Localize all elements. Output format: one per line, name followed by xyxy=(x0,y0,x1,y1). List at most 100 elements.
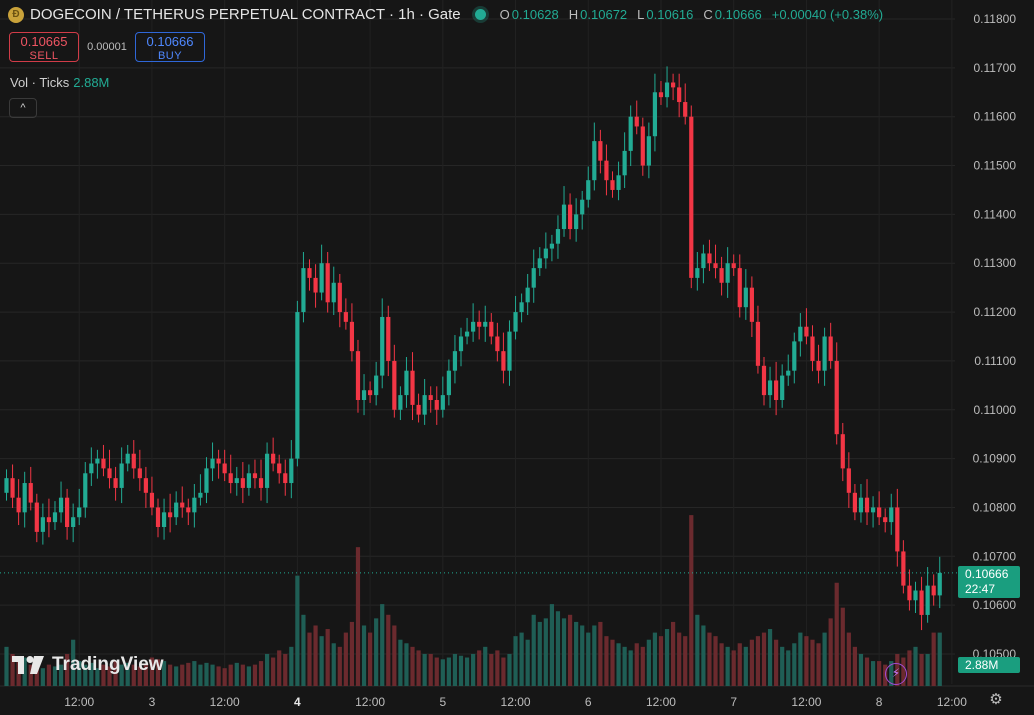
volume-bar xyxy=(604,636,609,686)
candle-body xyxy=(319,263,324,293)
candle-body xyxy=(537,258,542,269)
volume-bar xyxy=(295,575,300,686)
volume-bar xyxy=(816,643,821,686)
ohlc-readout: O 0.10628 H 0.10672 L 0.10616 C 0.10666 +0.0… xyxy=(500,7,883,22)
candle-body xyxy=(810,336,815,361)
candle-body xyxy=(58,497,64,513)
x-axis-tick-label: 8 xyxy=(876,695,883,709)
volume-bar xyxy=(464,657,470,686)
volume-bar xyxy=(337,646,342,686)
candle-body xyxy=(252,473,258,479)
volume-bar xyxy=(125,662,130,686)
volume-bar xyxy=(252,664,258,686)
lightning-icon[interactable]: ⚡ xyxy=(885,663,907,685)
volume-bar xyxy=(52,666,58,686)
candle-body xyxy=(77,507,82,518)
sell-button[interactable]: 0.10665 SELL xyxy=(9,32,79,62)
candle-body xyxy=(780,375,785,400)
x-axis-tick-label: 7 xyxy=(730,695,737,709)
volume-bar xyxy=(71,639,76,686)
volume-legend[interactable]: Vol · Ticks 2.88M xyxy=(10,75,109,90)
candle-body xyxy=(428,395,433,400)
candle-body xyxy=(792,341,797,371)
volume-bar xyxy=(701,625,706,686)
volume-bar xyxy=(277,650,282,686)
volume-bar xyxy=(634,643,639,686)
volume-bar xyxy=(767,629,773,686)
volume-bar xyxy=(567,614,573,686)
candle-body xyxy=(719,268,724,283)
volume-legend-label: Vol · Ticks xyxy=(10,75,70,90)
candle-body xyxy=(313,277,318,293)
candle-body xyxy=(89,463,94,474)
volume-bar xyxy=(107,666,112,686)
trade-panel: 0.10665 SELL 0.00001 0.10666 BUY xyxy=(9,32,205,62)
last-price-tag: 0.10666 22:47 xyxy=(958,566,1020,598)
volume-bar xyxy=(652,632,658,686)
ohlc-close: C 0.10666 xyxy=(703,7,762,22)
sell-label: SELL xyxy=(29,50,59,62)
candle-body xyxy=(22,483,27,513)
candle-body xyxy=(567,204,573,230)
candle-body xyxy=(634,116,639,127)
gear-icon[interactable]: ⚙ xyxy=(989,691,1003,708)
volume-bar xyxy=(786,650,791,686)
volume-bar xyxy=(689,515,694,686)
candle-body xyxy=(671,82,676,88)
volume-bar xyxy=(446,657,451,686)
buy-button[interactable]: 0.10666 BUY xyxy=(135,32,205,62)
volume-bar xyxy=(561,618,567,686)
x-axis-tick-label: 6 xyxy=(585,695,592,709)
candle-body xyxy=(361,390,367,400)
volume-bar xyxy=(834,582,839,686)
volume-bar xyxy=(95,668,100,686)
volume-bar xyxy=(77,661,82,686)
candle-body xyxy=(380,316,385,376)
candle-body xyxy=(555,229,561,244)
candle-body xyxy=(301,268,306,313)
volume-bar xyxy=(319,636,324,686)
candle-body xyxy=(889,507,894,523)
candle-body xyxy=(240,478,245,488)
candle-body xyxy=(798,326,803,342)
volume-bar xyxy=(646,639,651,686)
volume-bar xyxy=(658,636,664,686)
candle-body xyxy=(95,458,100,464)
volume-bar xyxy=(313,625,318,686)
candle-body xyxy=(161,512,167,527)
candle-body xyxy=(228,473,233,484)
tradingview-logo[interactable]: TradingView xyxy=(12,654,164,676)
collapse-legend-button[interactable]: ^ xyxy=(9,98,37,118)
y-axis-tick-label: 0.11200 xyxy=(974,305,1017,319)
volume-bar xyxy=(731,650,736,686)
volume-bar xyxy=(28,664,33,686)
volume-bar xyxy=(640,646,645,686)
candle-body xyxy=(16,497,21,513)
volume-bar xyxy=(919,653,924,686)
volume-bar xyxy=(495,650,500,686)
volume-bar xyxy=(513,636,518,686)
volume-bar xyxy=(46,664,52,686)
candle-body xyxy=(52,512,58,523)
candle-body xyxy=(65,497,70,527)
candle-body xyxy=(701,253,706,269)
candle-body xyxy=(677,87,682,103)
volume-bar xyxy=(216,666,221,686)
candle-body xyxy=(210,458,215,469)
symbol-title[interactable]: DOGECOIN / TETHERUS PERPETUAL CONTRACT ·… xyxy=(30,6,461,23)
candle-body xyxy=(592,141,597,181)
volume-bar xyxy=(149,657,155,686)
volume-bar xyxy=(792,643,797,686)
volume-bar xyxy=(798,632,803,686)
volume-bar xyxy=(289,646,294,686)
market-open-status-icon xyxy=(474,9,486,20)
volume-bar xyxy=(301,614,306,686)
y-axis-tick-label: 0.10800 xyxy=(973,500,1017,514)
volume-bar xyxy=(113,661,118,686)
volume-bar xyxy=(695,614,700,686)
x-axis-tick-label: 12:00 xyxy=(501,695,531,709)
candle-body xyxy=(186,507,191,513)
volume-bar xyxy=(434,657,439,686)
volume-bar xyxy=(180,664,185,686)
